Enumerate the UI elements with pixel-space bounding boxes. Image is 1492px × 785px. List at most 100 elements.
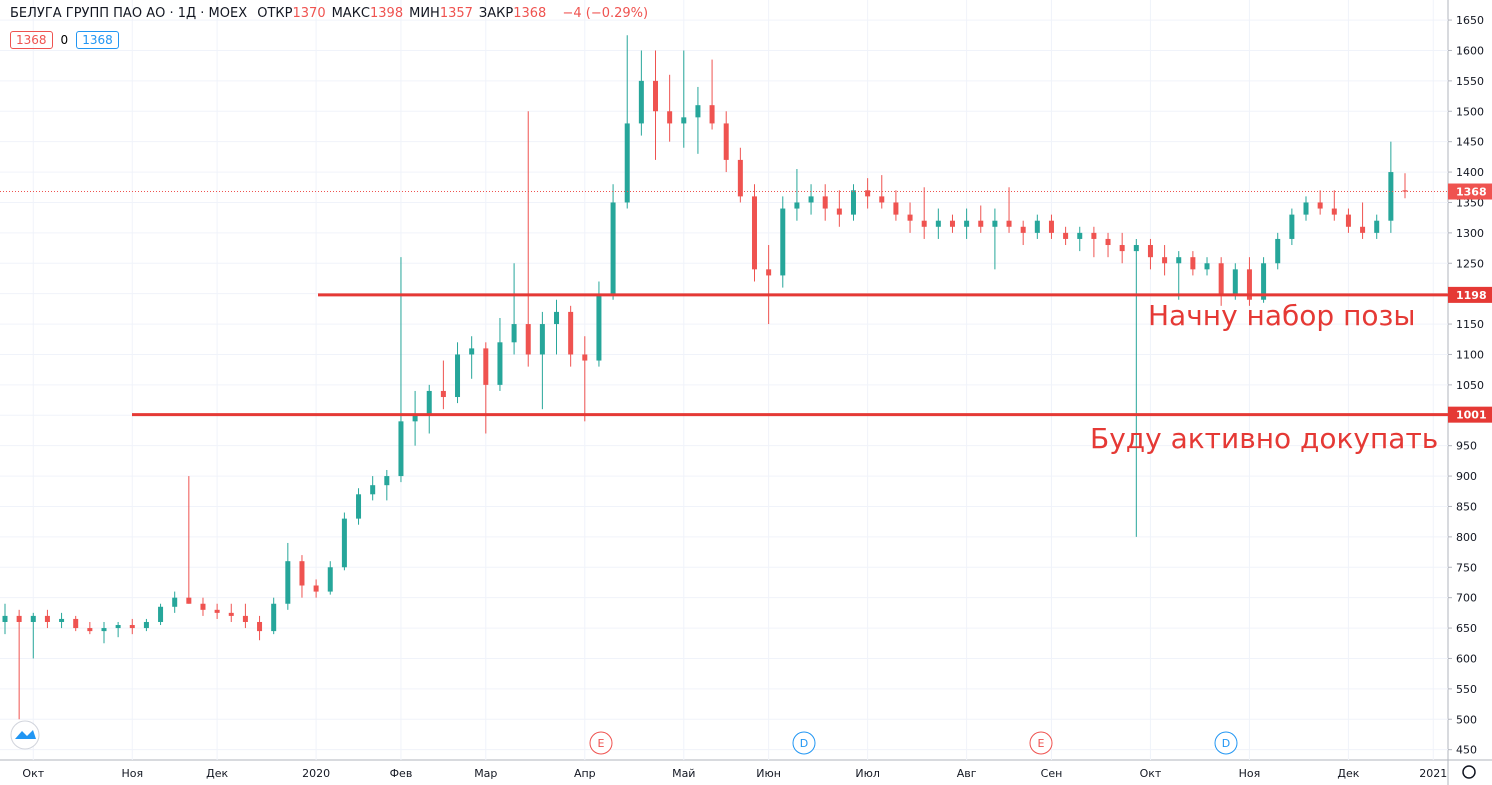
event-label: D xyxy=(1222,737,1230,750)
candle-body xyxy=(723,123,729,160)
candle-body xyxy=(780,208,786,276)
candle-body xyxy=(511,324,517,343)
event-marker xyxy=(792,731,816,755)
event-marker xyxy=(1029,731,1053,755)
candle-body xyxy=(1147,245,1153,258)
candle-body xyxy=(907,214,913,221)
y-tick-label: 1250 xyxy=(1456,257,1484,270)
candle-body xyxy=(1119,245,1125,252)
x-tick-label: Апр xyxy=(574,767,596,780)
candle-body xyxy=(808,196,814,203)
event-label: E xyxy=(1038,737,1045,750)
candle-body xyxy=(822,196,828,209)
candle-body xyxy=(469,348,475,355)
candle-body xyxy=(370,485,376,495)
candle-body xyxy=(978,220,984,227)
y-tick-label: 1450 xyxy=(1456,136,1484,149)
candle-body xyxy=(101,628,107,632)
y-tick-label: 1100 xyxy=(1456,348,1484,361)
candle-body xyxy=(1388,172,1394,221)
candle-body xyxy=(483,348,489,385)
event-label: E xyxy=(598,737,605,750)
candle-body xyxy=(129,625,135,629)
candle-body xyxy=(893,202,899,215)
candle-body xyxy=(1204,263,1210,270)
candle-body xyxy=(1063,232,1069,239)
candle-body xyxy=(921,220,927,227)
candle-body xyxy=(1374,220,1380,233)
candle-body xyxy=(836,208,842,215)
candle-body xyxy=(1317,202,1323,209)
logo-mark xyxy=(15,730,36,739)
last-price-box xyxy=(1448,183,1492,200)
candle-body xyxy=(568,311,574,355)
candle-body xyxy=(1232,269,1238,294)
candle-body xyxy=(1048,220,1054,233)
candle-body xyxy=(341,518,347,568)
candle-body xyxy=(865,190,871,197)
y-tick-label: 1350 xyxy=(1456,196,1484,209)
candle-body xyxy=(1275,238,1281,264)
change: −4 (−0.29%) xyxy=(562,6,649,21)
candle-body xyxy=(143,621,149,629)
x-tick-label: Сен xyxy=(1041,767,1063,780)
candle-body xyxy=(935,220,941,227)
candle-body xyxy=(1162,257,1168,264)
ohlc-label: МИН xyxy=(409,6,440,21)
ohlc-label: МАКС xyxy=(331,6,371,21)
x-tick-label: Мар xyxy=(474,767,497,780)
level-label: 1198 xyxy=(1456,289,1487,302)
candle-body xyxy=(172,597,178,607)
y-tick-label: 550 xyxy=(1456,683,1477,696)
candle-body xyxy=(751,196,757,270)
candle-body xyxy=(1218,263,1224,294)
candle-body xyxy=(1091,232,1097,239)
candle-body xyxy=(667,111,673,124)
x-tick-label: Ноя xyxy=(121,767,143,780)
y-tick-label: 1150 xyxy=(1456,318,1484,331)
candle-body xyxy=(16,615,22,622)
y-tick-label: 750 xyxy=(1456,561,1477,574)
candle-body xyxy=(214,609,220,613)
ohlc: ОТКР1370 МАКС1398 МИН1357 ЗАКР1368 xyxy=(257,6,552,21)
level-label: 1001 xyxy=(1456,409,1487,422)
x-tick-label: Окт xyxy=(1140,767,1162,780)
candle-body xyxy=(440,390,446,398)
candle-body xyxy=(228,612,234,616)
y-tick-label: 500 xyxy=(1456,713,1477,726)
candle-body xyxy=(737,159,743,197)
candle-body xyxy=(1261,263,1267,300)
candle-body xyxy=(794,202,800,209)
candle-body xyxy=(1345,214,1351,227)
sell-button[interactable]: 1368 xyxy=(10,31,53,49)
candle-body xyxy=(497,342,503,385)
y-tick-label: 600 xyxy=(1456,652,1477,665)
candle-body xyxy=(653,80,659,112)
y-tick-label: 950 xyxy=(1456,440,1477,453)
candle-body xyxy=(2,615,8,622)
candle-body xyxy=(455,354,461,398)
candle-body xyxy=(964,220,970,227)
symbol-title: БЕЛУГА ГРУПП ПАО АО · 1Д · MOEX xyxy=(10,6,248,21)
y-tick-label: 1300 xyxy=(1456,227,1484,240)
candle-body xyxy=(582,354,588,361)
candle-body xyxy=(59,618,65,622)
candle-body xyxy=(398,421,404,477)
candle-body xyxy=(115,625,121,629)
candle-body xyxy=(850,190,856,215)
y-tick-label: 1650 xyxy=(1456,14,1484,27)
y-tick-label: 1550 xyxy=(1456,75,1484,88)
event-label: D xyxy=(800,737,808,750)
candle-body xyxy=(30,615,36,622)
price-axis-bg xyxy=(1448,0,1492,785)
buy-button[interactable]: 1368 xyxy=(76,31,119,49)
y-tick-label: 650 xyxy=(1456,622,1477,635)
x-tick-label: Авг xyxy=(957,767,977,780)
y-tick-label: 1050 xyxy=(1456,379,1484,392)
ohlc-label: ЗАКР xyxy=(478,6,514,21)
ohlc-value: 1357 xyxy=(439,6,473,21)
candle-body xyxy=(426,390,432,416)
candle-body xyxy=(1246,269,1252,300)
